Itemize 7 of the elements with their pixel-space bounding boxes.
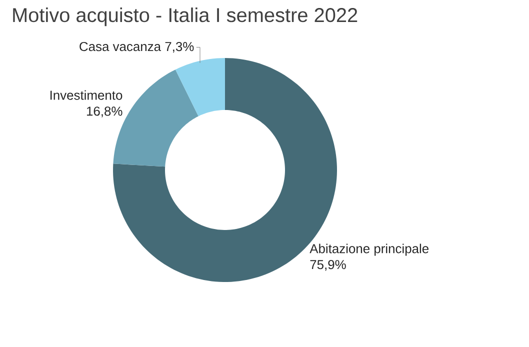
- slice-label: Casa vacanza: [80, 42, 162, 52]
- data-label: 7,3%: [165, 42, 194, 53]
- slice-label: Abitazione principale: [310, 244, 429, 256]
- chart-title: Motivo acquisto - Italia I semestre 2022: [13, 8, 358, 26]
- data-label: 16,8%: [86, 106, 122, 118]
- data-label: 75,9%: [310, 260, 346, 271]
- slice-label: Investimento: [50, 90, 122, 100]
